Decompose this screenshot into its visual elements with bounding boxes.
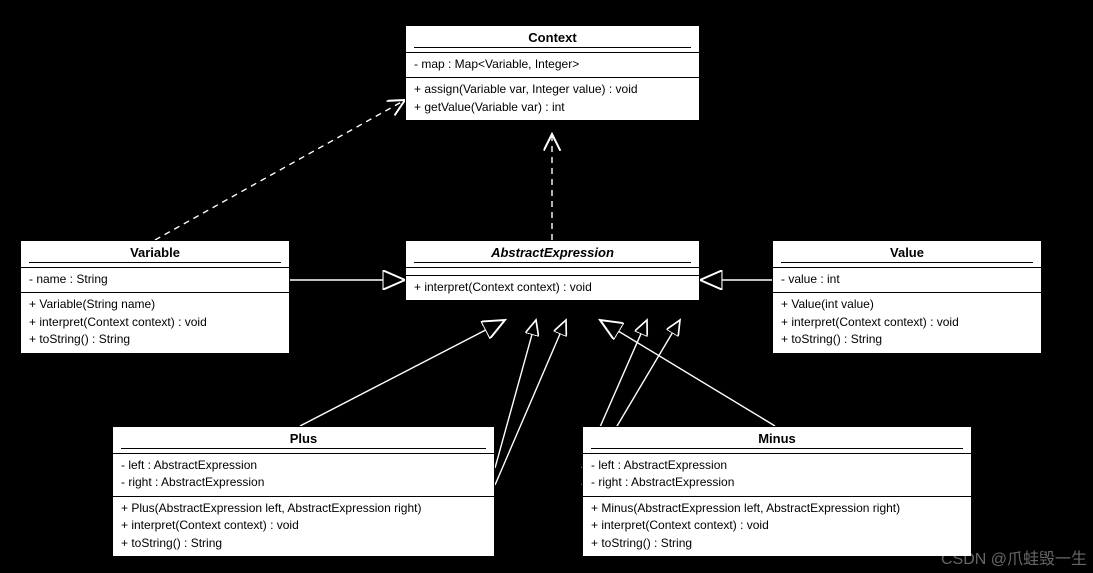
class-title: AbstractExpression xyxy=(406,241,699,268)
class-name: AbstractExpression xyxy=(491,245,614,260)
class-name: Minus xyxy=(758,431,796,446)
methods-section: + Minus(AbstractExpression left, Abstrac… xyxy=(583,497,971,556)
class-abstract-expression: AbstractExpression + interpret(Context c… xyxy=(405,240,700,301)
method-row: + Minus(AbstractExpression left, Abstrac… xyxy=(591,500,963,517)
class-value: Value - value : int + Value(int value)+ … xyxy=(772,240,1042,354)
class-title: Minus xyxy=(583,427,971,454)
attribute-row: - right : AbstractExpression xyxy=(121,474,486,491)
uml-edge xyxy=(600,320,775,426)
class-name: Plus xyxy=(290,431,317,446)
uml-edge xyxy=(155,100,405,240)
method-row: + Variable(String name) xyxy=(29,296,281,313)
method-row: + toString() : String xyxy=(121,535,486,552)
class-name: Context xyxy=(528,30,576,45)
method-row: + toString() : String xyxy=(29,331,281,348)
uml-edge xyxy=(300,320,505,426)
attributes-section xyxy=(406,268,699,276)
uml-edge xyxy=(495,320,536,468)
class-context: Context - map : Map<Variable, Integer> +… xyxy=(405,25,700,121)
methods-section: + Value(int value)+ interpret(Context co… xyxy=(773,293,1041,352)
attribute-row: - left : AbstractExpression xyxy=(591,457,963,474)
methods-section: + Variable(String name)+ interpret(Conte… xyxy=(21,293,289,352)
class-title: Context xyxy=(406,26,699,53)
class-minus: Minus - left : AbstractExpression- right… xyxy=(582,426,972,557)
class-name: Variable xyxy=(130,245,180,260)
method-row: + interpret(Context context) : void xyxy=(414,279,691,296)
watermark-text: CSDN @爪蛙毁一生 xyxy=(941,545,1087,569)
attribute-row: - value : int xyxy=(781,271,1033,288)
attribute-row: - name : String xyxy=(29,271,281,288)
class-name: Value xyxy=(890,245,924,260)
attribute-row: - left : AbstractExpression xyxy=(121,457,486,474)
methods-section: + Plus(AbstractExpression left, Abstract… xyxy=(113,497,494,556)
method-row: + Plus(AbstractExpression left, Abstract… xyxy=(121,500,486,517)
class-title: Variable xyxy=(21,241,289,268)
methods-section: + interpret(Context context) : void xyxy=(406,276,699,300)
attributes-section: - map : Map<Variable, Integer> xyxy=(406,53,699,78)
uml-edge xyxy=(495,320,566,485)
attributes-section: - value : int xyxy=(773,268,1041,293)
method-row: + toString() : String xyxy=(781,331,1033,348)
class-title: Plus xyxy=(113,427,494,454)
attributes-section: - name : String xyxy=(21,268,289,293)
method-row: + getValue(Variable var) : int xyxy=(414,99,691,116)
class-title: Value xyxy=(773,241,1041,268)
method-row: + Value(int value) xyxy=(781,296,1033,313)
attribute-row: - right : AbstractExpression xyxy=(591,474,963,491)
method-row: + interpret(Context context) : void xyxy=(781,314,1033,331)
attributes-section: - left : AbstractExpression- right : Abs… xyxy=(113,454,494,497)
method-row: + toString() : String xyxy=(591,535,963,552)
class-plus: Plus - left : AbstractExpression- right … xyxy=(112,426,495,557)
attributes-section: - left : AbstractExpression- right : Abs… xyxy=(583,454,971,497)
method-row: + assign(Variable var, Integer value) : … xyxy=(414,81,691,98)
methods-section: + assign(Variable var, Integer value) : … xyxy=(406,78,699,120)
attribute-row: - map : Map<Variable, Integer> xyxy=(414,56,691,73)
method-row: + interpret(Context context) : void xyxy=(591,517,963,534)
method-row: + interpret(Context context) : void xyxy=(29,314,281,331)
method-row: + interpret(Context context) : void xyxy=(121,517,486,534)
class-variable: Variable - name : String + Variable(Stri… xyxy=(20,240,290,354)
